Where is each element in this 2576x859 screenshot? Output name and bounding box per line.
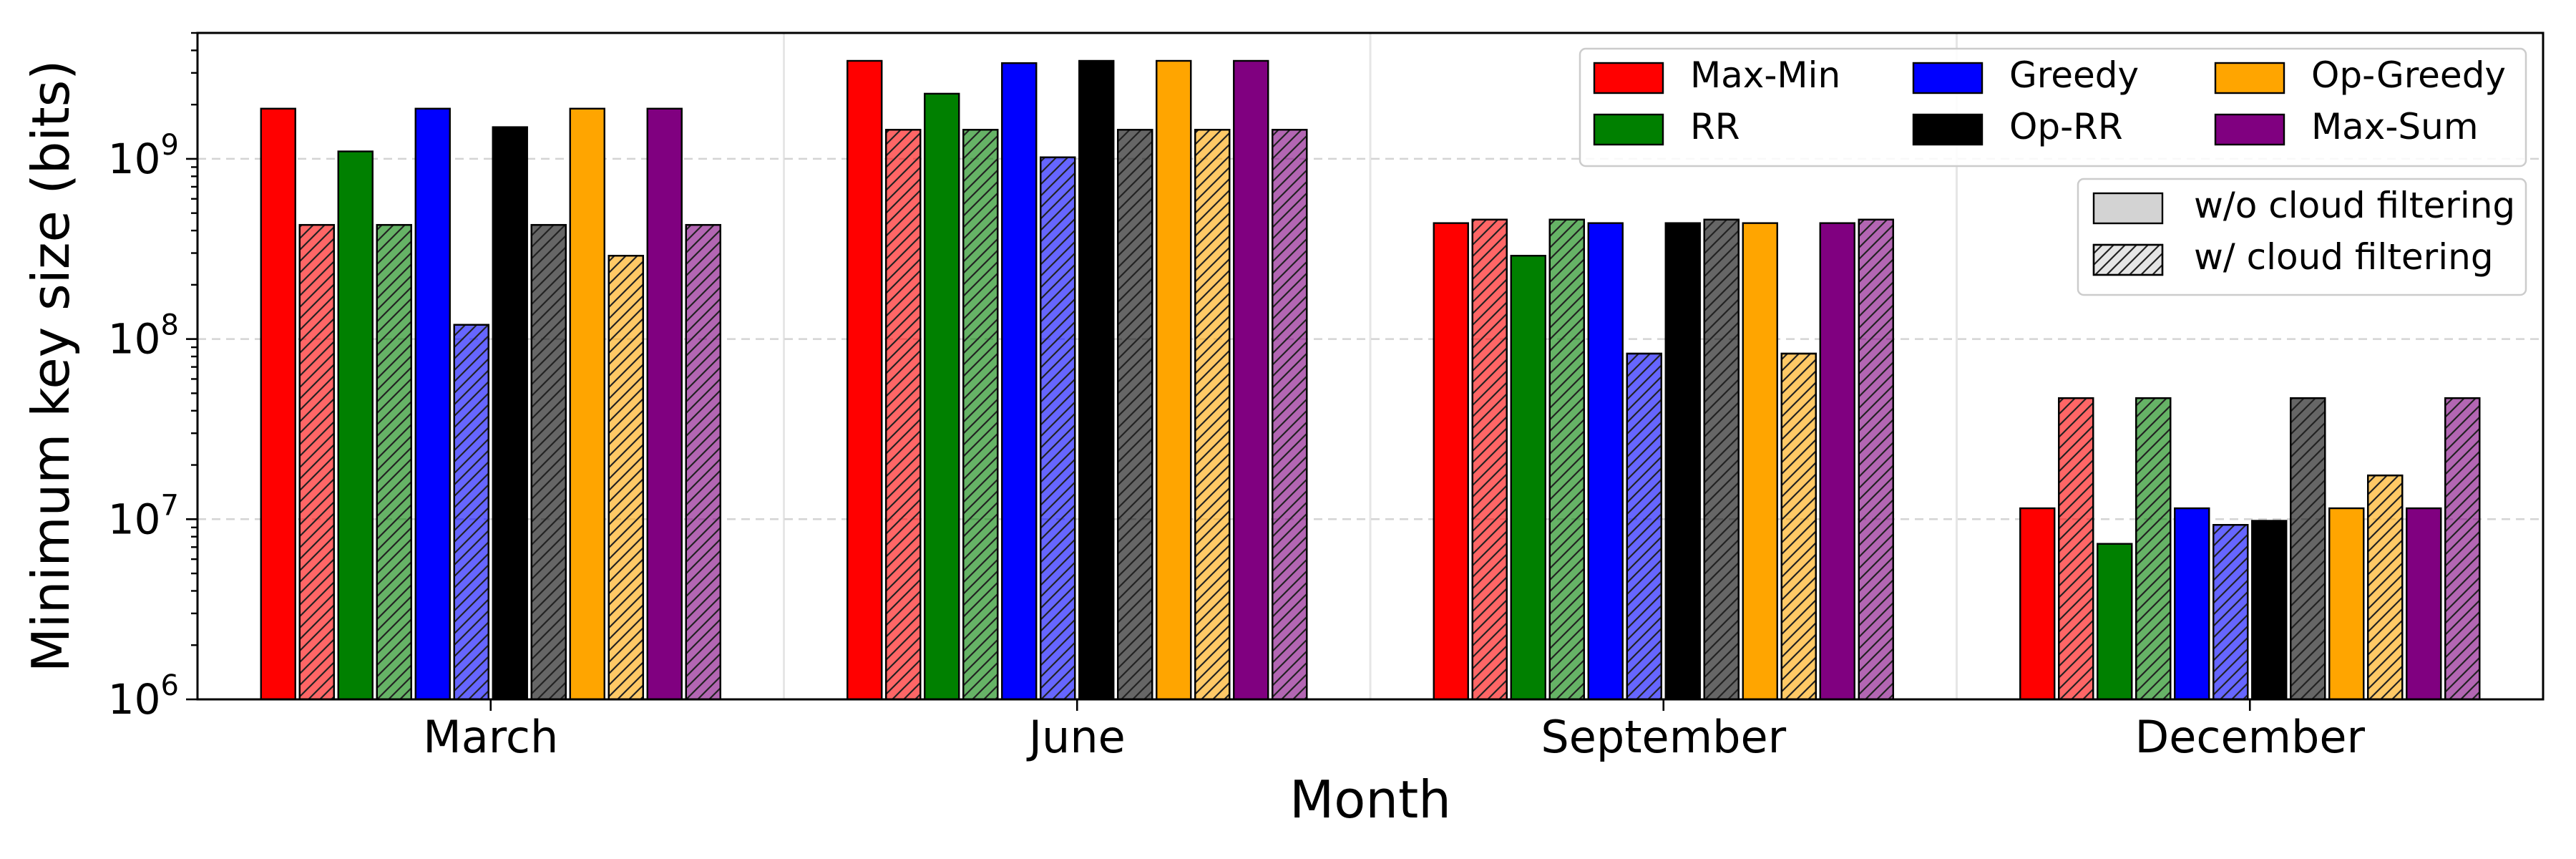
- bar-op-greedy-with-filtering-hatch: [1194, 129, 1231, 701]
- bar-op-greedy-without-filtering: [2328, 507, 2365, 701]
- legend-swatch-rr: [1593, 113, 1664, 146]
- bar-max-sum-without-filtering: [1819, 222, 1855, 701]
- bar-rr-with-filtering-hatch: [1548, 218, 1585, 701]
- bar-rr-without-filtering: [2097, 543, 2133, 701]
- bar-rr-with-filtering-hatch: [962, 129, 999, 701]
- bar-rr-without-filtering: [337, 150, 374, 701]
- bar-op-rr-without-filtering: [2251, 520, 2288, 701]
- bar-max-sum-with-filtering-hatch: [685, 223, 721, 701]
- bar-greedy-with-filtering-hatch: [2212, 524, 2249, 701]
- bar-max-min-with-filtering-hatch: [885, 129, 922, 701]
- bar-greedy-without-filtering: [2174, 507, 2210, 701]
- legend-label-max-min: Max-Min: [1690, 54, 1840, 96]
- bar-greedy-without-filtering: [1587, 222, 1624, 701]
- bar-max-sum-with-filtering-hatch: [1858, 218, 1894, 701]
- legend-label-op-rr: Op-RR: [2009, 106, 2123, 147]
- bar-greedy-without-filtering: [1001, 62, 1038, 701]
- bar-max-min-without-filtering: [847, 59, 883, 701]
- bar-max-sum-with-filtering-hatch: [1272, 129, 1308, 701]
- bar-max-sum-without-filtering: [2406, 507, 2442, 701]
- bar-op-rr-with-filtering-hatch: [1117, 129, 1153, 701]
- bar-greedy-with-filtering-hatch: [453, 324, 489, 701]
- legend-label-filtering-1: w/ cloud filtering: [2194, 236, 2494, 278]
- legend-label-max-sum: Max-Sum: [2311, 106, 2479, 147]
- bar-greedy-without-filtering: [414, 107, 451, 701]
- legend-label-op-greedy: Op-Greedy: [2311, 54, 2506, 96]
- legend-swatch-max-min: [1593, 62, 1664, 94]
- bar-rr-with-filtering-hatch: [376, 223, 412, 701]
- bar-op-greedy-without-filtering: [1742, 222, 1778, 701]
- legend: Max-Min RR Greedy Op-RR Op-Greedy Max-Sum w/o …: [1579, 47, 2527, 296]
- bar-op-greedy-with-filtering-hatch: [1780, 352, 1817, 701]
- bar-rr-without-filtering: [1510, 255, 1546, 701]
- bars: [260, 59, 2481, 701]
- bar-max-min-with-filtering-hatch: [298, 223, 335, 701]
- bar-rr-without-filtering: [924, 92, 960, 701]
- plot-frame: [196, 31, 2545, 701]
- y-tick-label: 107: [108, 489, 179, 543]
- x-tick-label-september: September: [1541, 711, 1786, 763]
- bar-op-rr-with-filtering-hatch: [2290, 397, 2326, 701]
- legend-swatch-hatch: [2092, 243, 2164, 276]
- bar-op-rr-with-filtering-hatch: [1703, 218, 1740, 701]
- bar-max-sum-without-filtering: [1233, 59, 1269, 701]
- y-tick-label: 106: [108, 669, 179, 724]
- bar-max-sum-with-filtering-hatch: [2444, 397, 2481, 701]
- x-tick-label-december: December: [2135, 711, 2365, 763]
- legend-label-greedy: Greedy: [2009, 54, 2139, 96]
- axes: 106 107 108 109 March June September December Mo…: [21, 31, 2545, 830]
- bar-max-min-with-filtering-hatch: [2058, 397, 2094, 701]
- bar-op-rr-without-filtering: [1664, 222, 1701, 701]
- bar-op-greedy-without-filtering: [569, 107, 605, 701]
- bar-max-min-without-filtering: [2019, 507, 2056, 701]
- legend-label-rr: RR: [1690, 106, 1740, 147]
- bar-max-sum-without-filtering: [646, 107, 683, 701]
- bar-op-greedy-with-filtering-hatch: [608, 255, 644, 701]
- x-tick-label-march: March: [423, 711, 558, 763]
- x-tick-label-june: June: [1026, 711, 1126, 763]
- legend-box-filtering: [2077, 178, 2527, 296]
- bar-max-min-without-filtering: [1433, 222, 1469, 701]
- x-axis-label: Month: [1289, 770, 1451, 830]
- bar-greedy-with-filtering-hatch: [1040, 156, 1076, 701]
- bar-op-rr-with-filtering-hatch: [530, 223, 567, 701]
- y-axis-label: Minimum key size (bits): [21, 60, 81, 673]
- legend-label-filtering-0: w/o cloud filtering: [2194, 185, 2515, 226]
- bar-max-min-without-filtering: [260, 107, 296, 701]
- legend-swatch-filtering-0: [2092, 192, 2164, 225]
- bar-op-greedy-with-filtering-hatch: [2367, 474, 2404, 701]
- bar-max-min-with-filtering-hatch: [1471, 218, 1508, 701]
- bar-op-rr-without-filtering: [492, 126, 528, 701]
- bar-rr-with-filtering-hatch: [2135, 397, 2172, 701]
- legend-swatch-op-greedy: [2214, 62, 2285, 94]
- legend-swatch-greedy: [1912, 62, 1984, 94]
- y-tick-label: 109: [108, 129, 179, 183]
- bar-op-rr-without-filtering: [1078, 59, 1115, 701]
- bar-op-greedy-without-filtering: [1156, 59, 1192, 701]
- bar-greedy-with-filtering-hatch: [1626, 352, 1662, 701]
- legend-swatch-op-rr: [1912, 113, 1984, 146]
- legend-box-algorithms: [1579, 47, 2527, 168]
- legend-swatch-max-sum: [2214, 113, 2285, 146]
- y-tick-label: 108: [108, 309, 179, 364]
